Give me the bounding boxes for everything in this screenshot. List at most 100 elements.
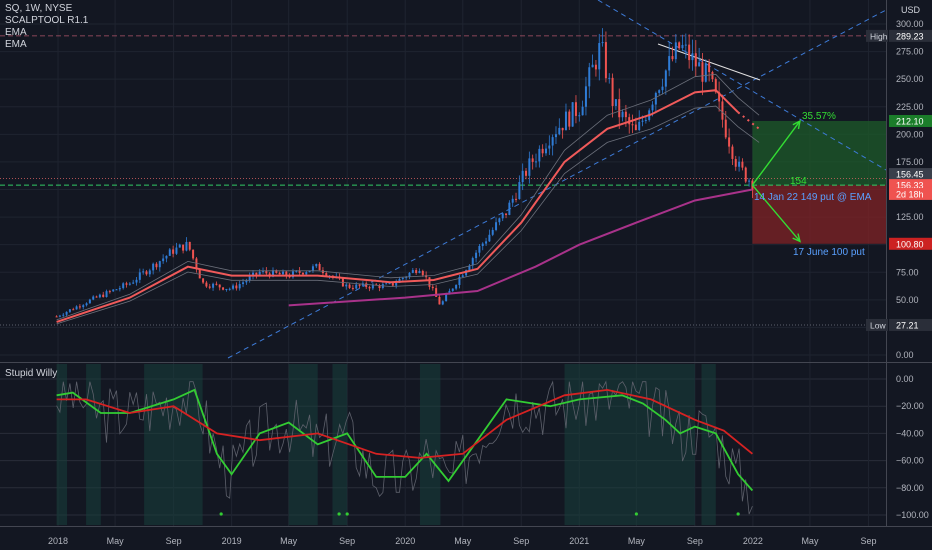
candle-body bbox=[78, 306, 81, 308]
candle-body bbox=[72, 309, 75, 311]
candle-body bbox=[531, 158, 534, 162]
candle-body bbox=[411, 270, 414, 273]
candle-body bbox=[108, 291, 111, 293]
price-tag-bg bbox=[889, 318, 932, 331]
candle-body bbox=[358, 284, 361, 286]
candle-body bbox=[748, 180, 751, 182]
candle-body bbox=[458, 276, 461, 286]
candle-body bbox=[578, 115, 581, 117]
indicator-scalptool[interactable]: SCALPTOOL R1.1 bbox=[5, 15, 89, 26]
candle-body bbox=[684, 44, 687, 46]
oscillator-zone bbox=[144, 364, 203, 525]
profit-zone bbox=[752, 120, 886, 186]
indicator-ema-2[interactable]: EMA bbox=[5, 39, 27, 50]
candle-body bbox=[598, 43, 601, 70]
falling-trendline bbox=[597, 0, 887, 171]
candle-body bbox=[88, 299, 91, 304]
candle-body bbox=[212, 283, 215, 288]
candle-body bbox=[481, 243, 484, 246]
price-tag: 289.23 bbox=[896, 31, 924, 41]
candle-body bbox=[451, 288, 454, 291]
x-tick-label: 2020 bbox=[395, 536, 415, 546]
candle-body bbox=[654, 92, 657, 105]
candle-body bbox=[708, 63, 711, 73]
ema-fast-line bbox=[56, 89, 739, 323]
price-tag-caption: High bbox=[870, 31, 888, 41]
price-tag: 212.10 bbox=[896, 116, 924, 126]
price-tag: 2d 18h bbox=[896, 189, 924, 199]
candle-body bbox=[694, 53, 697, 67]
candle-body bbox=[704, 63, 707, 82]
candle-body bbox=[232, 285, 235, 289]
candle-body bbox=[738, 161, 741, 167]
candle-body bbox=[408, 272, 411, 277]
candle-body bbox=[711, 72, 714, 80]
candle-body bbox=[58, 315, 61, 317]
candle-body bbox=[445, 294, 448, 302]
candle-body bbox=[501, 213, 504, 219]
candle-body bbox=[395, 282, 398, 286]
candle-body bbox=[551, 137, 554, 146]
annotation-level: 154 bbox=[790, 176, 807, 187]
trade-boxes bbox=[752, 120, 886, 244]
candle-body bbox=[271, 270, 274, 277]
candle-body bbox=[281, 271, 284, 275]
x-tick-label: 2022 bbox=[743, 536, 763, 546]
candle-body bbox=[185, 241, 188, 251]
candle-body bbox=[325, 273, 328, 276]
candle-body bbox=[275, 270, 278, 273]
candle-body bbox=[265, 270, 268, 274]
oscillator-red-line bbox=[56, 388, 753, 459]
arrow-down bbox=[751, 184, 801, 242]
osc-y-tick-label: 0.00 bbox=[896, 374, 914, 384]
currency-label: USD bbox=[900, 5, 920, 15]
candle-body bbox=[541, 148, 544, 154]
indicator-ema-1[interactable]: EMA bbox=[5, 27, 27, 38]
candle-body bbox=[741, 161, 744, 168]
candle-body bbox=[198, 269, 201, 279]
candle-body bbox=[148, 270, 151, 275]
osc-y-tick-label: −80.00 bbox=[896, 483, 924, 493]
y-tick-label: 225.00 bbox=[896, 102, 924, 112]
symbol-title[interactable]: SQ, 1W, NYSE bbox=[5, 3, 73, 14]
annotations: 35.57% 154 14 Jan 22 149 put @ EMA 17 June … bbox=[219, 111, 872, 516]
candle-body bbox=[714, 79, 717, 93]
candle-body bbox=[658, 90, 661, 93]
candle-body bbox=[182, 244, 185, 251]
oscillator-title[interactable]: Stupid Willy bbox=[5, 368, 58, 379]
signal-dot bbox=[337, 512, 341, 516]
price-tag: 156.45 bbox=[896, 170, 924, 180]
candle-body bbox=[92, 296, 95, 300]
annotation-percent: 35.57% bbox=[802, 111, 836, 122]
price-tag-bg bbox=[889, 187, 932, 200]
price-tag: 100.80 bbox=[896, 239, 924, 249]
candle-body bbox=[651, 104, 654, 111]
x-tick-label: May bbox=[280, 536, 298, 546]
candle-body bbox=[345, 284, 348, 287]
candle-body bbox=[415, 270, 418, 274]
candle-body bbox=[368, 287, 371, 289]
x-tick-label: Sep bbox=[860, 536, 876, 546]
candle-body bbox=[305, 272, 308, 275]
candle-body bbox=[178, 244, 181, 248]
candle-body bbox=[288, 276, 291, 278]
price-tag-caption-bg bbox=[866, 29, 888, 42]
x-tick-label: Sep bbox=[687, 536, 703, 546]
x-tick-label: Sep bbox=[166, 536, 182, 546]
candle-body bbox=[691, 53, 694, 61]
candle-body bbox=[664, 70, 667, 87]
candle-body bbox=[485, 241, 488, 244]
candle-body bbox=[515, 198, 518, 200]
candle-body bbox=[624, 111, 627, 118]
candle-body bbox=[744, 167, 747, 182]
candle-body bbox=[594, 64, 597, 70]
y-tick-label: 275.00 bbox=[896, 47, 924, 57]
candle-body bbox=[435, 288, 438, 297]
x-tick-label: Sep bbox=[513, 536, 529, 546]
y-tick-label: 250.00 bbox=[896, 74, 924, 84]
candle-body bbox=[614, 99, 617, 106]
candle-body bbox=[505, 213, 508, 215]
signal-dot bbox=[736, 512, 740, 516]
candle-body bbox=[175, 247, 178, 254]
